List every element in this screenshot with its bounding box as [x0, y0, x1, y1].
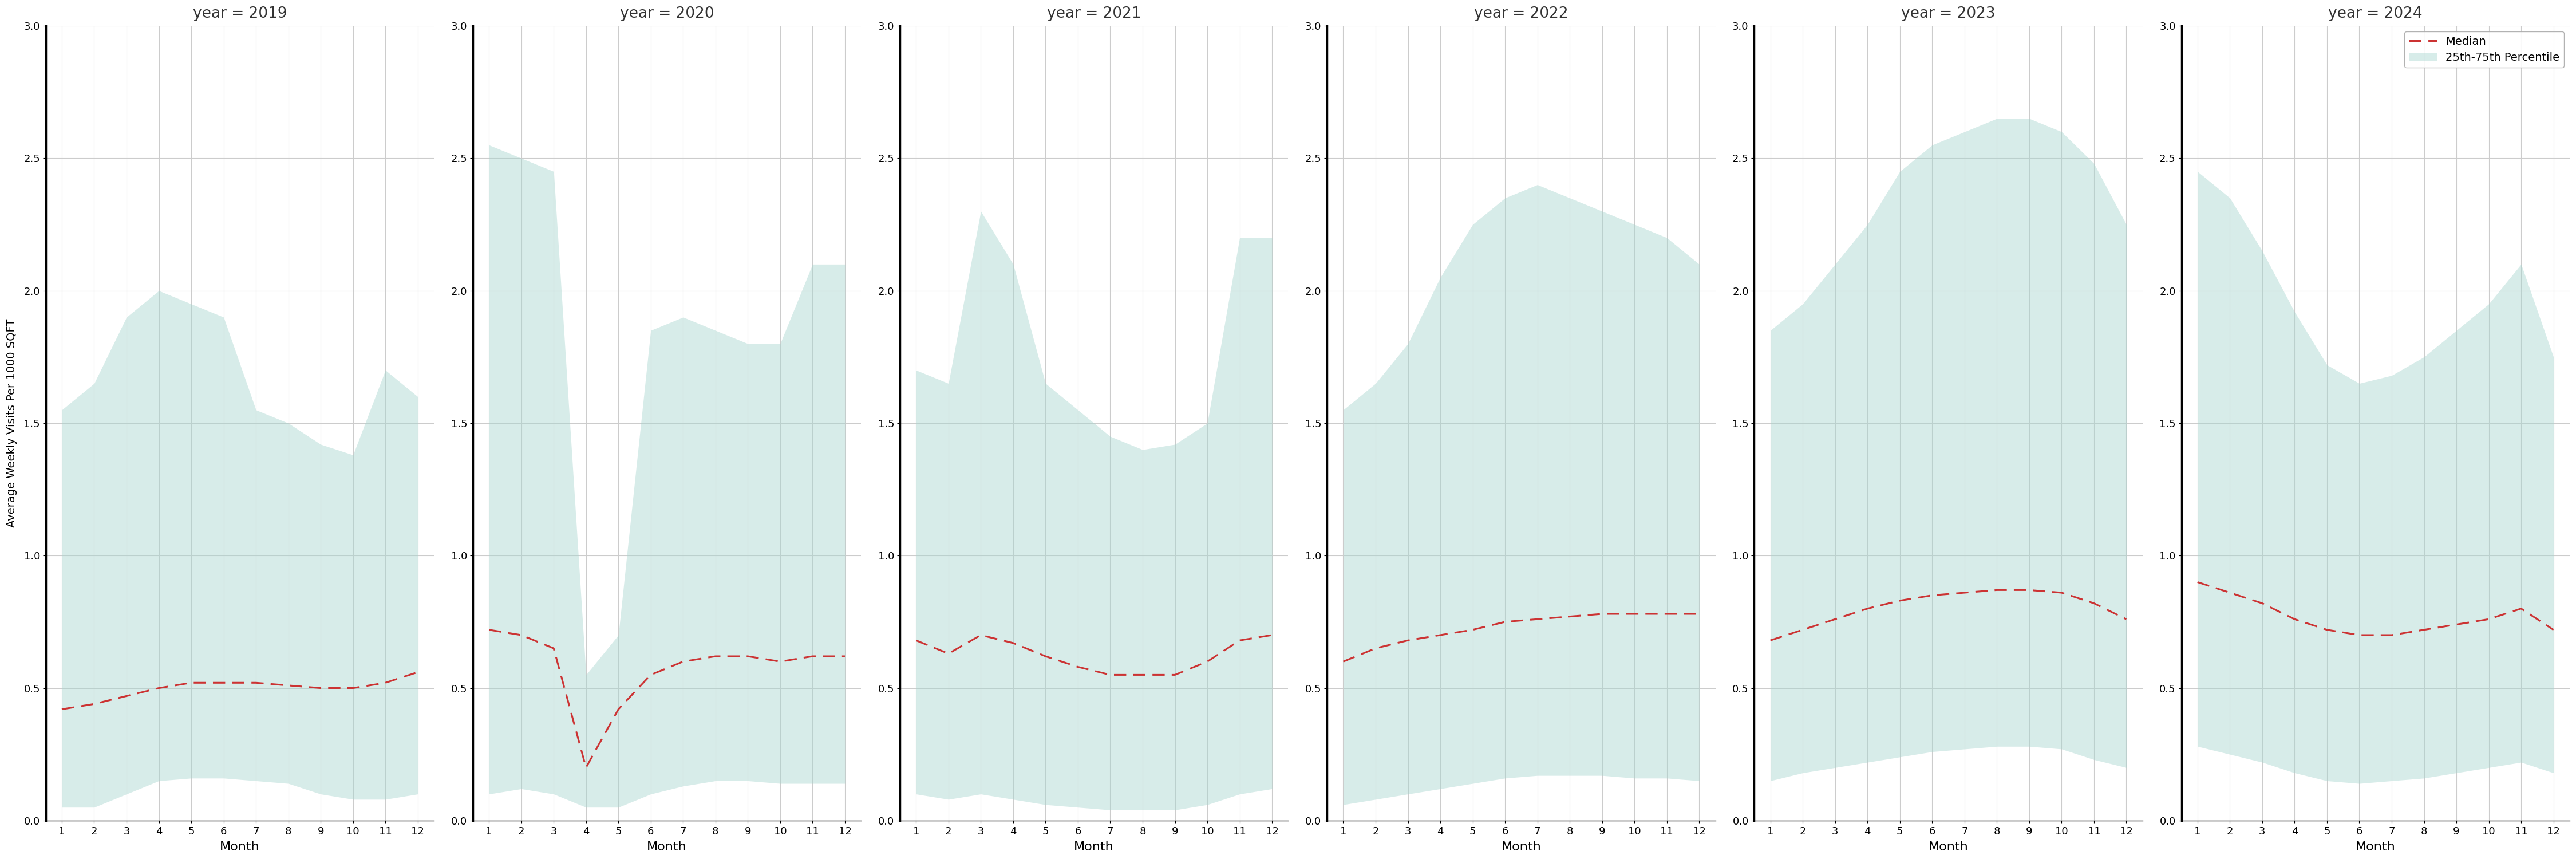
- Title: year = 2024: year = 2024: [2329, 6, 2421, 21]
- Title: year = 2022: year = 2022: [1473, 6, 1569, 21]
- Y-axis label: Average Weekly Visits Per 1000 SQFT: Average Weekly Visits Per 1000 SQFT: [5, 319, 18, 527]
- X-axis label: Month: Month: [1074, 841, 1113, 853]
- X-axis label: Month: Month: [1502, 841, 1540, 853]
- X-axis label: Month: Month: [647, 841, 688, 853]
- Title: year = 2021: year = 2021: [1046, 6, 1141, 21]
- Title: year = 2020: year = 2020: [621, 6, 714, 21]
- X-axis label: Month: Month: [219, 841, 260, 853]
- Legend: Median, 25th-75th Percentile: Median, 25th-75th Percentile: [2403, 31, 2563, 68]
- Title: year = 2023: year = 2023: [1901, 6, 1996, 21]
- Title: year = 2019: year = 2019: [193, 6, 286, 21]
- X-axis label: Month: Month: [1929, 841, 1968, 853]
- X-axis label: Month: Month: [2354, 841, 2396, 853]
